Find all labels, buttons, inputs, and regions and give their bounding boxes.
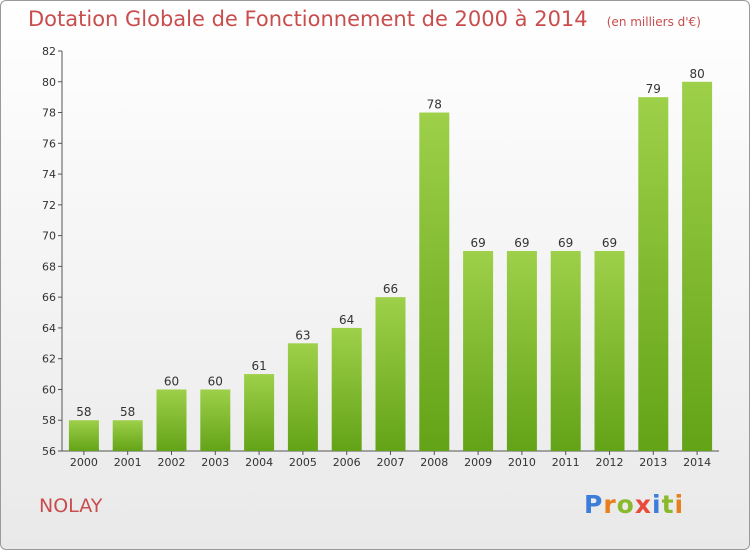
x-tick-label: 2003 <box>201 456 229 469</box>
y-tick-label: 64 <box>42 322 56 335</box>
bar-2007 <box>375 297 406 451</box>
x-tick-label: 2013 <box>639 456 667 469</box>
y-tick-label: 60 <box>42 383 56 396</box>
x-tick-label: 2009 <box>464 456 492 469</box>
data-label-2004: 61 <box>251 359 266 373</box>
x-tick-label: 2004 <box>245 456 273 469</box>
x-tick-label: 2005 <box>289 456 317 469</box>
y-tick-label: 66 <box>42 291 56 304</box>
data-label-2009: 69 <box>470 236 485 250</box>
y-tick-label: 58 <box>42 414 56 427</box>
logo-letter: t <box>661 490 675 519</box>
data-label-2012: 69 <box>602 236 617 250</box>
y-tick-label: 62 <box>42 353 56 366</box>
chart-subtitle: (en milliers d'€) <box>606 15 701 29</box>
bar-2010 <box>506 251 537 451</box>
bar-2013 <box>638 97 669 452</box>
y-tick-label: 56 <box>42 445 56 458</box>
logo-letter: o <box>616 490 635 519</box>
data-label-2005: 63 <box>295 328 310 342</box>
x-tick-label: 2001 <box>114 456 142 469</box>
chart-title: Dotation Globale de Fonctionnement de 20… <box>28 7 588 31</box>
data-label-2008: 78 <box>427 98 442 112</box>
bar-2006 <box>331 327 362 451</box>
x-tick-label: 2010 <box>508 456 536 469</box>
bar-2005 <box>287 343 318 451</box>
bar-2011 <box>550 251 581 451</box>
y-tick-label: 74 <box>42 168 56 181</box>
bar-2002 <box>156 389 187 451</box>
y-tick-label: 68 <box>42 260 56 273</box>
data-label-2013: 79 <box>646 82 661 96</box>
x-tick-label: 2000 <box>70 456 98 469</box>
commune-name: NOLAY <box>39 495 103 517</box>
y-tick-label: 70 <box>42 230 56 243</box>
data-label-2003: 60 <box>208 374 223 388</box>
data-label-2011: 69 <box>558 236 573 250</box>
logo-letter: i <box>652 490 662 519</box>
bar-2000 <box>68 420 99 451</box>
proxiti-logo: Proxiti <box>584 490 684 519</box>
bar-2003 <box>200 389 231 451</box>
x-tick-label: 2014 <box>683 456 711 469</box>
x-tick-label: 2008 <box>420 456 448 469</box>
logo-letter: x <box>634 490 652 519</box>
y-tick-label: 82 <box>42 45 56 58</box>
logo-letter: P <box>584 490 604 519</box>
x-tick-label: 2006 <box>333 456 361 469</box>
logo-letter: i <box>674 490 685 519</box>
y-tick-label: 80 <box>42 76 56 89</box>
data-label-2001: 58 <box>120 405 135 419</box>
x-tick-label: 2002 <box>158 456 186 469</box>
y-tick-label: 72 <box>42 199 56 212</box>
logo-letter: r <box>603 490 617 519</box>
bar-2012 <box>594 251 625 451</box>
bar-2014 <box>682 81 713 452</box>
bar-2008 <box>419 112 450 452</box>
data-label-2007: 66 <box>383 282 398 296</box>
x-tick-label: 2012 <box>596 456 624 469</box>
bar-2001 <box>112 420 143 451</box>
title-row: Dotation Globale de Fonctionnement de 20… <box>28 7 701 31</box>
data-label-2002: 60 <box>164 374 179 388</box>
bar-2004 <box>244 374 275 451</box>
data-label-2000: 58 <box>76 405 91 419</box>
data-label-2006: 64 <box>339 313 354 327</box>
x-tick-label: 2011 <box>552 456 580 469</box>
y-tick-label: 78 <box>42 107 56 120</box>
bar-2009 <box>463 251 494 451</box>
data-label-2010: 69 <box>514 236 529 250</box>
data-label-2014: 80 <box>689 67 704 81</box>
y-tick-label: 76 <box>42 137 56 150</box>
x-tick-label: 2007 <box>377 456 405 469</box>
